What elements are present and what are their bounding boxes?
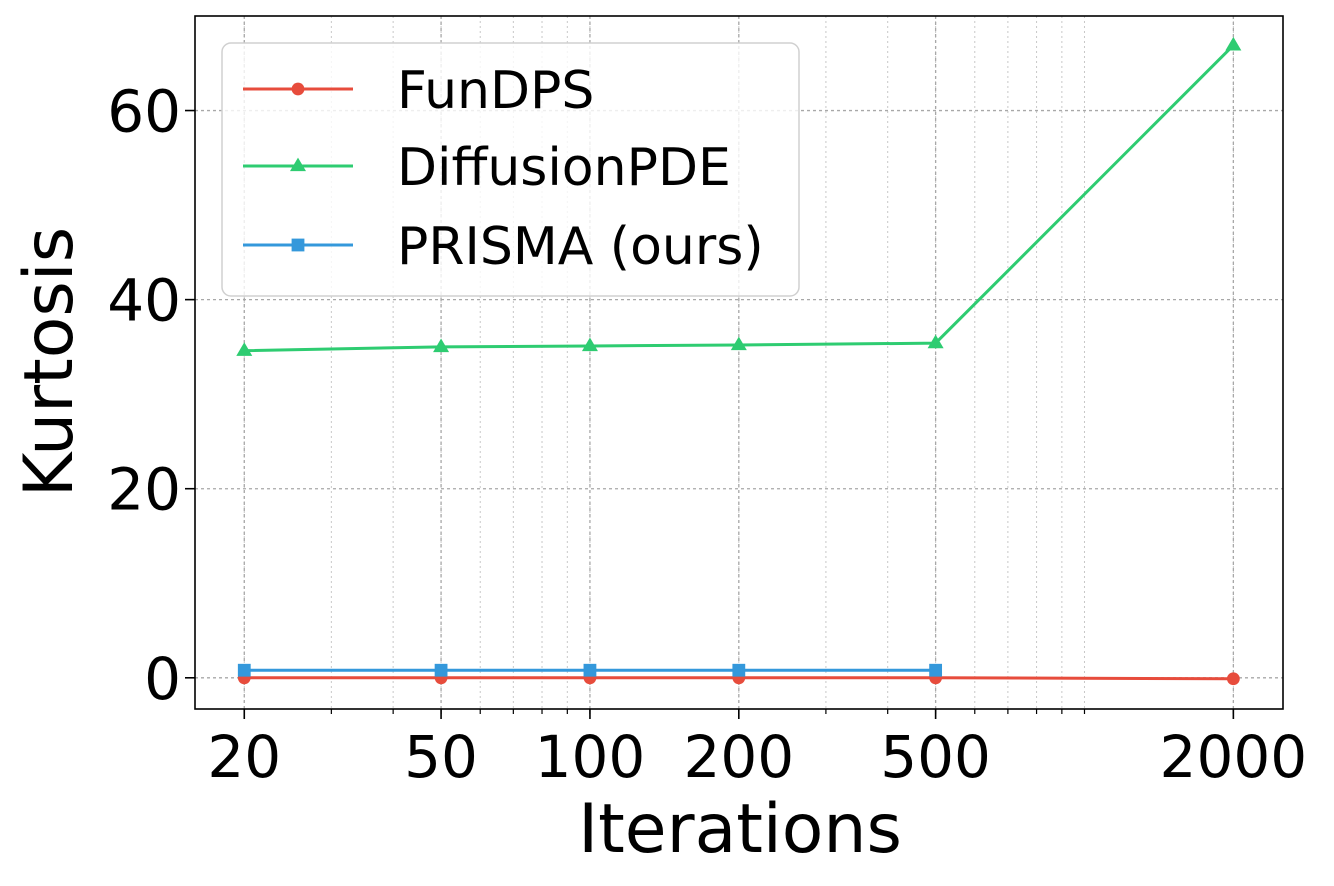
axis-ticks: 20 50 100 200 500 2000 0 20 40 60 (107, 78, 1307, 791)
x-tick-label: 2000 (1160, 723, 1308, 791)
legend-swatch-marker (290, 157, 306, 172)
legend-label: DiffusionPDE (397, 138, 731, 198)
data-point-series-2 (1225, 36, 1242, 51)
data-point-series-2 (730, 336, 747, 351)
y-tick-label: 0 (144, 645, 181, 713)
legend-label: FunDPS (397, 61, 594, 121)
x-tick-label: 500 (880, 723, 991, 791)
legend-label: PRISMA (ours) (397, 217, 764, 277)
series-markers (236, 36, 1242, 686)
x-tick-label: 100 (535, 723, 646, 791)
series-line-2 (244, 44, 1235, 353)
series-line-1 (244, 676, 1234, 681)
legend: FunDPS DiffusionPDE PRISMA (ours) (221, 42, 800, 297)
data-point-series-1 (1226, 672, 1240, 686)
y-tick-label: 20 (107, 456, 181, 524)
x-axis-label: Iterations (578, 790, 902, 869)
x-tick-label: 20 (207, 723, 281, 791)
data-point-series-3 (434, 663, 448, 677)
data-point-series-3 (237, 663, 251, 677)
data-point-series-3 (929, 663, 943, 677)
x-tick-label: 200 (683, 723, 794, 791)
legend-swatch-marker (291, 238, 305, 252)
data-point-series-2 (581, 337, 598, 352)
data-point-series-3 (583, 663, 597, 677)
data-point-series-2 (236, 342, 253, 356)
legend-box (221, 42, 800, 297)
data-point-series-2 (433, 338, 450, 353)
x-tick-label: 50 (404, 723, 478, 791)
y-tick-label: 60 (107, 78, 181, 146)
legend-swatch-marker (291, 82, 305, 96)
y-tick-label: 40 (107, 267, 181, 335)
y-axis-label: Kurtosis (10, 227, 89, 497)
data-point-series-3 (732, 663, 746, 677)
data-point-series-2 (927, 334, 944, 349)
